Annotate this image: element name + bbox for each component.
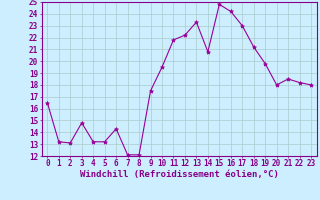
X-axis label: Windchill (Refroidissement éolien,°C): Windchill (Refroidissement éolien,°C)	[80, 170, 279, 179]
